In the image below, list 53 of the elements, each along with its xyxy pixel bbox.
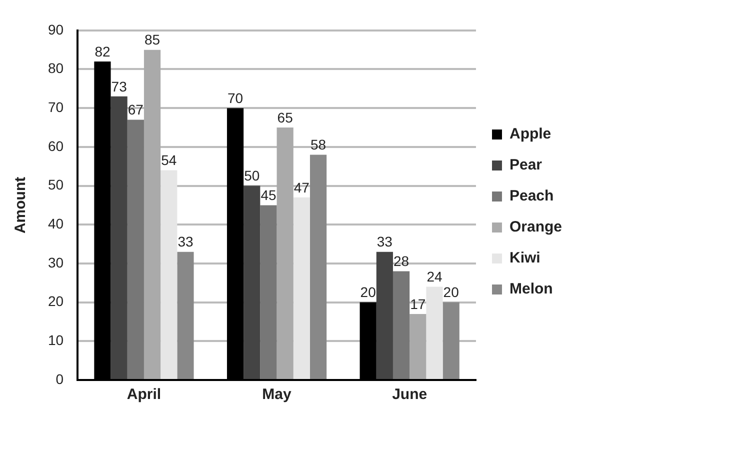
bar (144, 50, 161, 379)
bar (442, 302, 460, 379)
legend-label: Apple (509, 126, 552, 143)
bar (276, 128, 294, 379)
data-label: 58 (310, 136, 326, 153)
data-label: 85 (144, 32, 160, 48)
bar (310, 154, 327, 379)
x-tick-label: June (392, 386, 428, 404)
x-tick-label: April (126, 386, 162, 404)
data-label: 24 (426, 268, 442, 285)
y-tick-label: 90 (48, 21, 64, 38)
bar (260, 205, 277, 379)
bar (244, 186, 260, 379)
x-tick-label: May (262, 386, 292, 404)
legend-label: Pear (509, 156, 542, 174)
bar (410, 314, 426, 379)
data-label: 45 (260, 187, 276, 204)
bar (127, 120, 144, 379)
legend-label: Kiwi (509, 250, 540, 267)
data-label: 50 (244, 168, 260, 184)
data-label: 28 (393, 253, 410, 270)
y-tick-label: 80 (48, 60, 64, 76)
data-label: 65 (277, 109, 294, 126)
data-label: 33 (178, 234, 194, 250)
data-label: 47 (294, 179, 310, 196)
legend-label: Orange (509, 218, 562, 236)
bar (392, 271, 410, 379)
data-label: 20 (360, 284, 376, 300)
bar (293, 197, 310, 379)
data-label: 82 (94, 43, 110, 60)
y-tick-label: 20 (48, 293, 64, 310)
y-tick-label: 40 (48, 215, 64, 232)
data-label: 70 (227, 90, 244, 106)
bar (426, 286, 443, 379)
data-label: 73 (111, 78, 128, 94)
y-tick-label: 30 (48, 254, 64, 270)
bar (376, 252, 393, 379)
legend-label: Melon (509, 280, 553, 298)
y-tick-label: 10 (48, 332, 64, 348)
bar (177, 252, 194, 379)
data-label: 67 (128, 102, 144, 118)
data-label: 17 (410, 296, 426, 312)
data-label: 54 (161, 152, 177, 168)
bar (110, 96, 128, 379)
y-tick-label: 50 (48, 176, 64, 193)
y-axis-title: Amount (12, 176, 30, 234)
legend-label: Peach (509, 188, 554, 205)
data-label: 33 (376, 234, 393, 250)
y-tick-label: 0 (56, 370, 64, 387)
y-tick-label: 60 (48, 138, 64, 154)
bar (160, 170, 178, 379)
data-label: 20 (443, 284, 460, 300)
y-tick-label: 70 (48, 98, 64, 115)
